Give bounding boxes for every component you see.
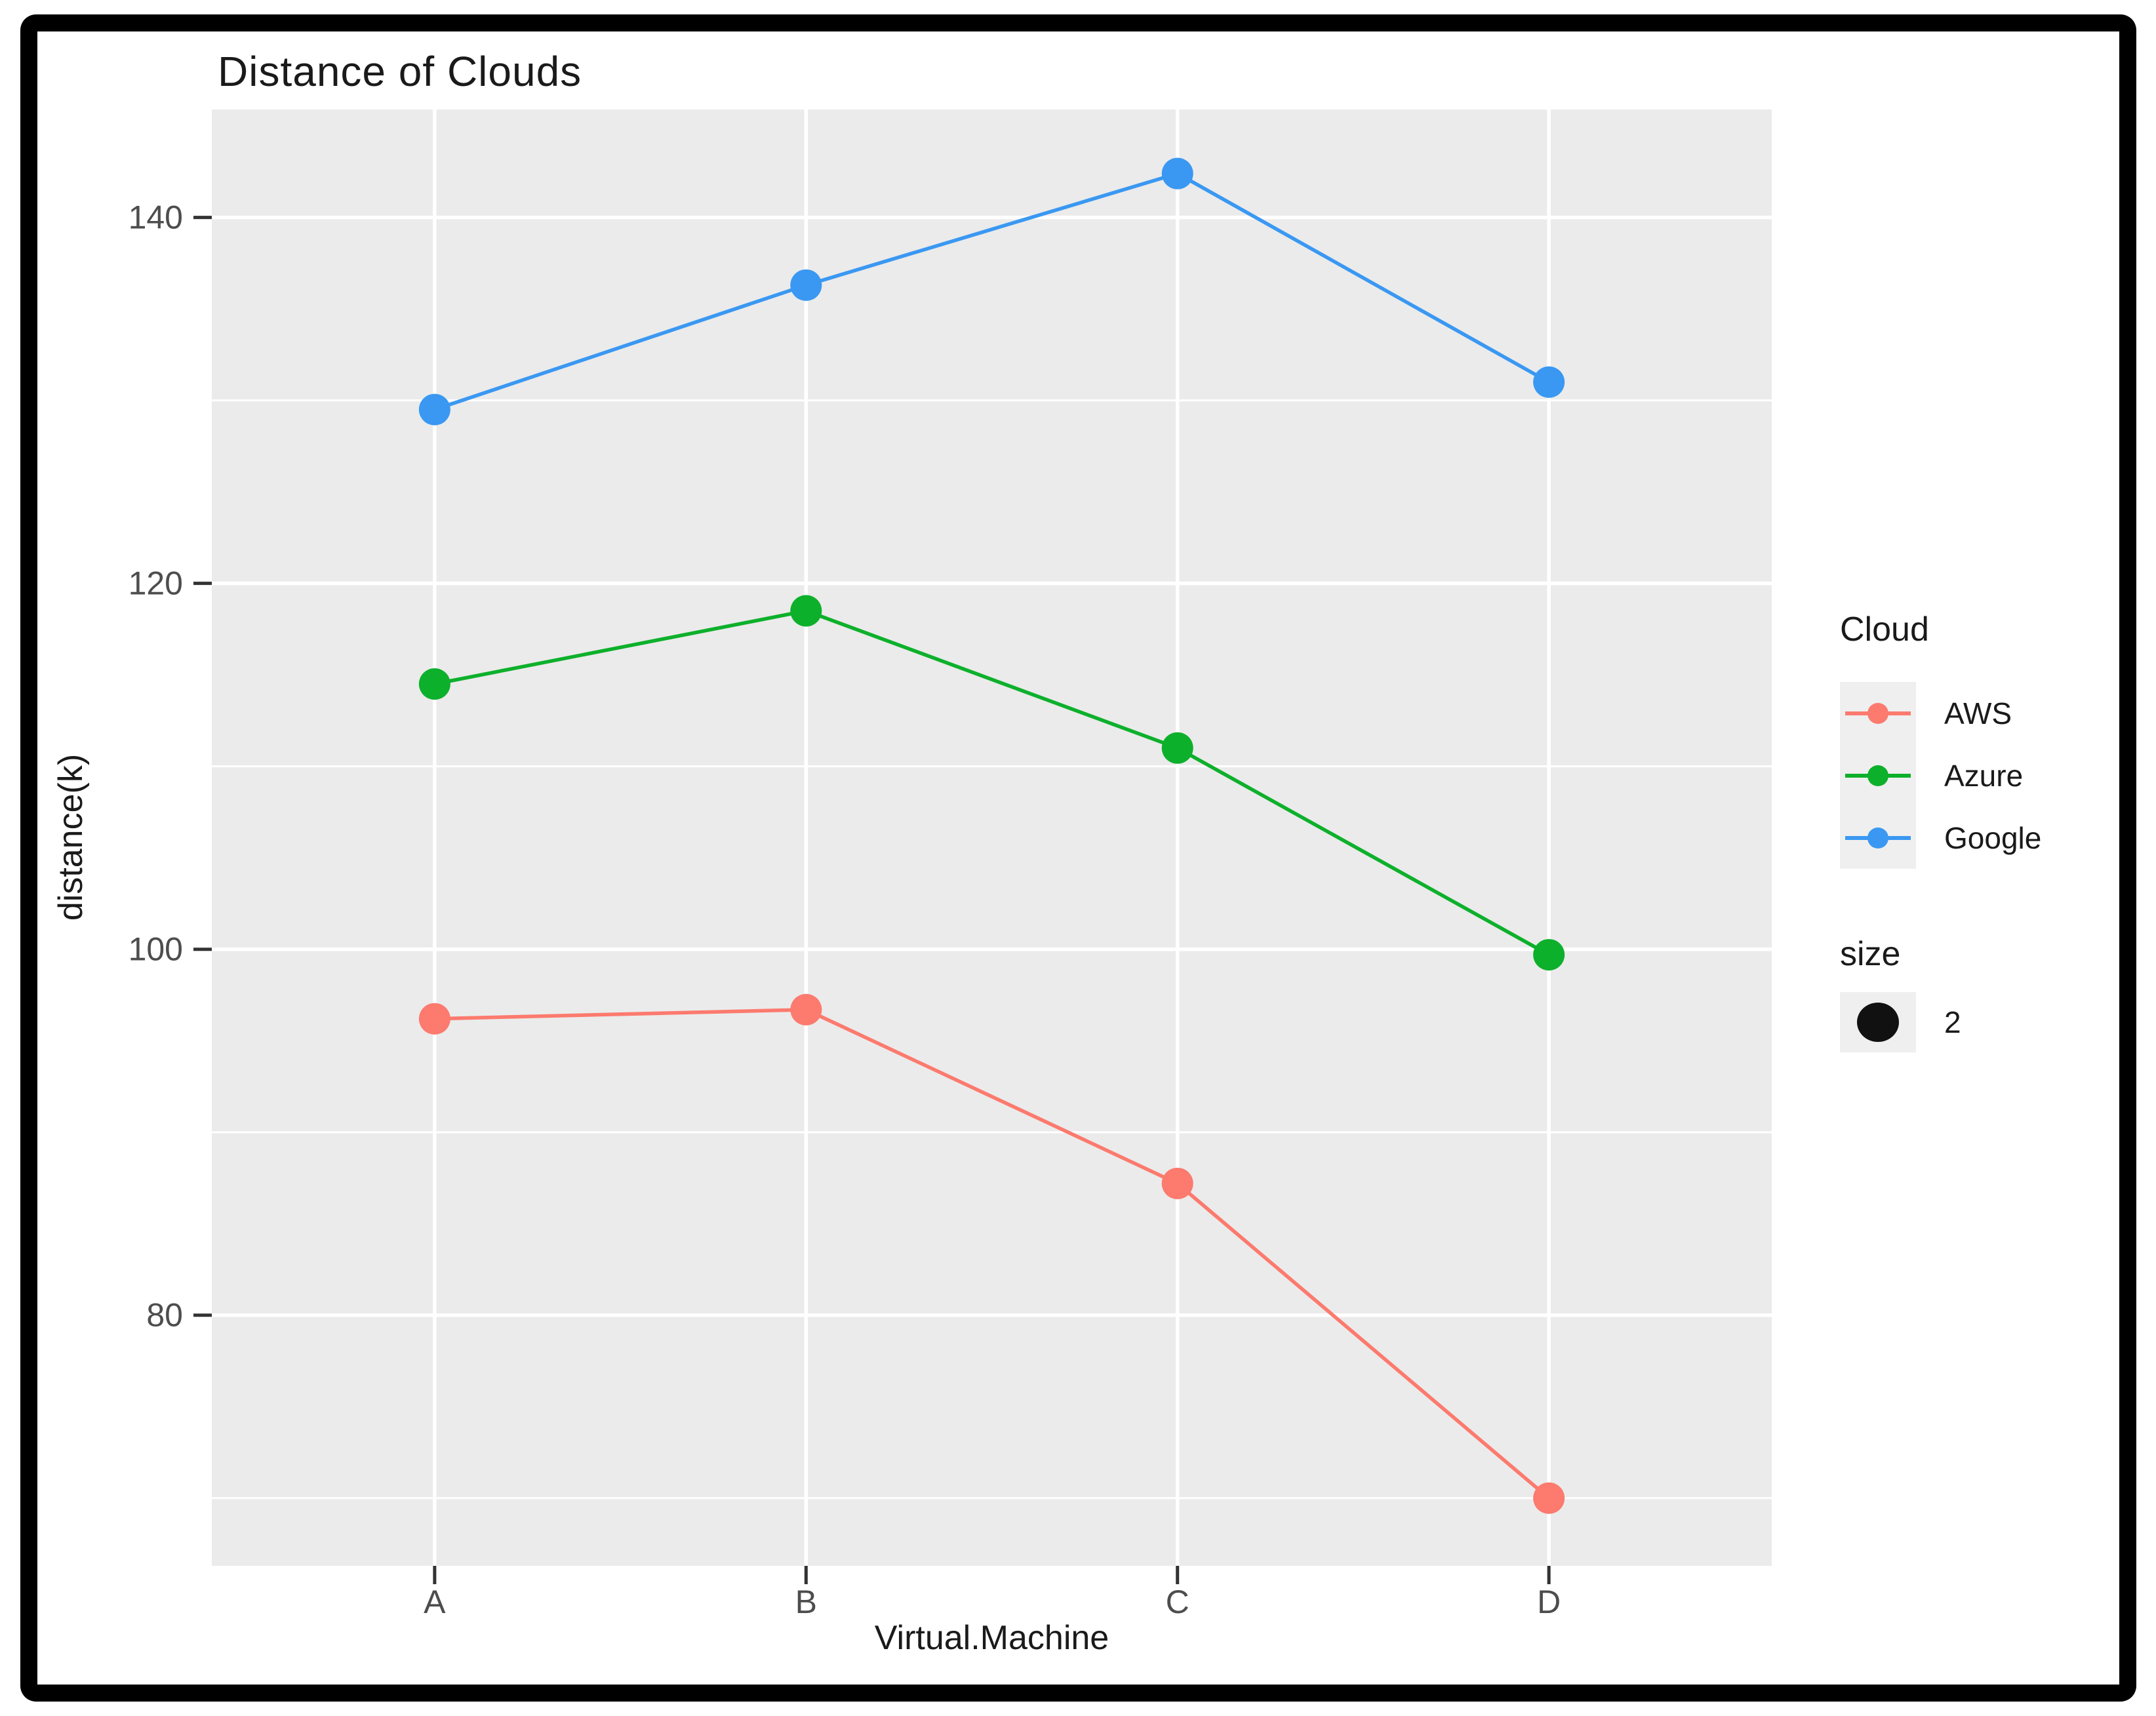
legend-label-aws: AWS: [1944, 696, 2012, 730]
legend-key-aws: [1840, 682, 1916, 744]
series-point-google-C: [1161, 157, 1193, 190]
legend-key-azure: [1840, 744, 1916, 807]
legend-key-dot-icon: [1867, 765, 1888, 786]
series-point-azure-A: [418, 668, 450, 700]
series-line-google: [433, 171, 1550, 412]
plot-panel: [212, 110, 1772, 1566]
legend-size-value: 2: [1944, 1005, 1961, 1039]
series-line-aws: [434, 1008, 1550, 1500]
series-point-azure-C: [1161, 732, 1193, 764]
y-tick-label: 100: [129, 931, 183, 968]
series-point-aws-D: [1533, 1482, 1565, 1514]
series-point-google-D: [1533, 366, 1565, 398]
series-point-azure-D: [1533, 939, 1565, 971]
legend-key-dot-icon: [1867, 702, 1888, 724]
legend-cloud-title: Cloud: [1840, 610, 1929, 648]
legend-size-item: 2: [1840, 992, 2142, 1052]
series-point-azure-B: [790, 595, 822, 627]
series-point-google-B: [790, 269, 822, 301]
legend-key-dot-icon: [1867, 827, 1888, 848]
x-axis-title: Virtual.Machine: [874, 1619, 1109, 1657]
y-tick-label: 80: [146, 1297, 183, 1334]
legend-item-azure: Azure: [1840, 744, 2142, 807]
legend-size-key: [1840, 992, 1916, 1052]
y-tick-label: 120: [129, 565, 183, 602]
series-point-aws-C: [1161, 1167, 1193, 1199]
legend-item-google: Google: [1840, 807, 2142, 869]
legend-label-azure: Azure: [1944, 758, 2024, 793]
legend: Cloud AWS Azure Google size 2: [1840, 610, 2142, 1052]
x-tick-label: C: [1166, 1584, 1189, 1620]
x-tick-label: D: [1537, 1584, 1561, 1620]
legend-size-title: size: [1840, 935, 1901, 973]
legend-cloud-keys: AWS Azure Google: [1840, 682, 2142, 869]
series-point-aws-B: [790, 993, 822, 1026]
x-tick-label: B: [795, 1584, 817, 1620]
y-axis-title: distance(k): [52, 753, 90, 921]
y-tick-label: 140: [129, 199, 183, 236]
legend-label-google: Google: [1944, 820, 2042, 855]
legend-item-aws: AWS: [1840, 682, 2142, 744]
x-tick-label: A: [424, 1584, 446, 1620]
series-point-google-A: [418, 393, 450, 426]
chart-title: Distance of Clouds: [218, 48, 582, 95]
size-dot-icon: [1857, 1003, 1899, 1042]
series-line-azure: [434, 609, 1550, 957]
series-point-aws-A: [418, 1003, 450, 1035]
legend-key-google: [1840, 807, 1916, 869]
